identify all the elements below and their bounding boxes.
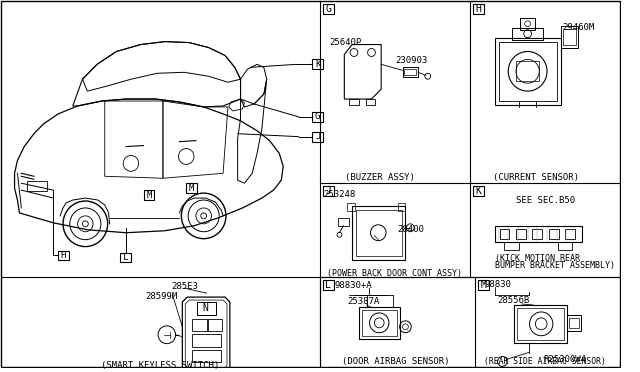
Bar — [512, 28, 543, 39]
Bar — [27, 181, 47, 191]
Bar — [323, 186, 333, 196]
Bar — [192, 334, 221, 347]
Bar — [504, 242, 519, 250]
Bar — [474, 186, 484, 196]
Text: (BUZZER ASSY): (BUZZER ASSY) — [345, 173, 415, 182]
Bar — [312, 132, 323, 142]
Bar — [312, 112, 323, 122]
Text: H: H — [476, 4, 481, 14]
Text: K: K — [315, 60, 321, 69]
Text: 25387A: 25387A — [348, 297, 380, 306]
Bar — [495, 226, 582, 242]
Text: M: M — [146, 190, 152, 200]
Bar — [557, 242, 572, 250]
Bar — [348, 203, 355, 211]
Bar — [356, 210, 401, 256]
Bar — [570, 318, 579, 328]
Text: M: M — [481, 280, 486, 290]
Bar — [516, 61, 540, 81]
Bar — [516, 229, 525, 239]
Text: R25300W4: R25300W4 — [544, 355, 587, 365]
Text: SEE SEC.B50: SEE SEC.B50 — [516, 196, 575, 205]
Text: K: K — [476, 186, 481, 196]
Text: J: J — [315, 132, 321, 141]
Text: 285E3: 285E3 — [171, 282, 198, 291]
Bar — [404, 69, 416, 75]
Bar — [499, 42, 557, 101]
Text: (REAR SIDE AIRBAG SENSOR): (REAR SIDE AIRBAG SENSOR) — [484, 356, 606, 366]
Bar — [561, 26, 578, 48]
Bar — [143, 190, 154, 200]
Bar — [563, 29, 576, 45]
Text: G: G — [325, 4, 332, 14]
Bar — [520, 18, 536, 30]
Bar — [349, 99, 359, 105]
Text: L: L — [123, 253, 128, 262]
Bar — [359, 307, 399, 339]
Bar — [566, 229, 575, 239]
Bar — [362, 310, 397, 336]
Bar — [58, 251, 69, 260]
Text: L: L — [325, 280, 332, 290]
Bar — [312, 60, 323, 69]
Text: 28556B: 28556B — [497, 296, 530, 305]
Bar — [323, 4, 333, 14]
Bar — [207, 319, 222, 331]
Bar — [323, 280, 333, 290]
Text: N: N — [203, 303, 209, 313]
Bar — [397, 203, 405, 211]
Text: M: M — [189, 184, 195, 193]
Text: 28599M: 28599M — [145, 292, 178, 301]
Bar — [403, 67, 418, 77]
Bar — [517, 308, 564, 340]
Text: 25640P: 25640P — [330, 38, 362, 46]
Bar — [192, 319, 207, 331]
Text: (SMART KEYLESS SWITCH): (SMART KEYLESS SWITCH) — [101, 362, 219, 371]
Bar — [186, 183, 197, 193]
Text: G: G — [315, 112, 321, 121]
Bar — [568, 315, 581, 331]
Text: 28400: 28400 — [397, 225, 424, 234]
Text: (DOOR AIRBAG SENSOR): (DOOR AIRBAG SENSOR) — [342, 356, 449, 366]
Bar — [352, 206, 405, 260]
Text: 230903: 230903 — [396, 57, 428, 65]
Text: 98830: 98830 — [485, 280, 512, 289]
Bar — [120, 253, 131, 262]
Text: (POWER BACK DOOR CONT ASSY): (POWER BACK DOOR CONT ASSY) — [327, 269, 462, 278]
Text: 253248: 253248 — [323, 190, 355, 199]
Bar — [337, 218, 349, 226]
Bar — [495, 38, 561, 105]
Bar — [365, 99, 375, 105]
Text: (KICK MOTION REAR: (KICK MOTION REAR — [495, 253, 580, 263]
Text: J: J — [325, 186, 332, 196]
Text: 29460M: 29460M — [563, 23, 595, 32]
Text: 98830+A: 98830+A — [335, 281, 372, 290]
Bar — [499, 229, 509, 239]
Bar — [192, 350, 221, 362]
Bar — [549, 229, 559, 239]
Text: BUMPER BRACKET ASSEMBLY): BUMPER BRACKET ASSEMBLY) — [495, 262, 614, 270]
Bar — [478, 280, 489, 290]
Bar — [514, 305, 568, 343]
Bar — [197, 302, 216, 315]
Text: H: H — [61, 251, 66, 260]
Bar — [532, 229, 542, 239]
Bar — [474, 4, 484, 14]
Text: (CURRENT SENSOR): (CURRENT SENSOR) — [493, 173, 579, 182]
